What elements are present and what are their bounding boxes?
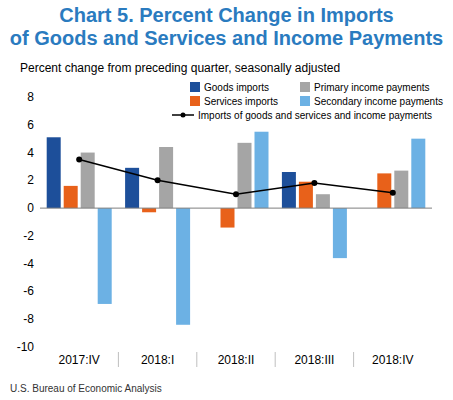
legend-label: Goods imports bbox=[204, 82, 269, 93]
category-separator bbox=[353, 352, 354, 367]
y-tick-label: 8 bbox=[27, 90, 34, 104]
line-marker bbox=[311, 180, 317, 186]
title: Chart 5. Percent Change in Importsof Goo… bbox=[10, 4, 443, 49]
y-tick bbox=[36, 347, 40, 348]
y-tick-label: -4 bbox=[23, 257, 34, 271]
line-marker bbox=[233, 191, 239, 197]
subtitle: Percent change from preceding quarter, s… bbox=[20, 61, 340, 75]
y-tick-label: -8 bbox=[23, 312, 34, 326]
line-marker bbox=[155, 177, 161, 183]
bar bbox=[411, 139, 425, 208]
legend: Goods imports Services imports Primary inc… bbox=[172, 82, 443, 121]
bar bbox=[221, 208, 235, 227]
legend-label: Primary income payments bbox=[314, 82, 430, 93]
y-tick-label: -10 bbox=[17, 340, 35, 354]
category-separator bbox=[196, 352, 197, 367]
y-tick bbox=[36, 291, 40, 292]
bar bbox=[98, 208, 112, 304]
title-line: of Goods and Services and Income Payment… bbox=[10, 27, 443, 49]
y-tick bbox=[36, 319, 40, 320]
bar bbox=[159, 147, 173, 208]
y-tick bbox=[36, 180, 40, 181]
bar bbox=[176, 208, 190, 325]
y-tick-label: 6 bbox=[27, 118, 34, 132]
bar bbox=[142, 208, 156, 212]
x-tick-label: 2018:IV bbox=[372, 353, 413, 367]
y-tick bbox=[36, 97, 40, 98]
line-marker bbox=[76, 157, 82, 163]
title-line: Chart 5. Percent Change in Imports bbox=[59, 4, 394, 26]
y-tick bbox=[36, 235, 40, 236]
category-separator bbox=[118, 352, 119, 367]
bar bbox=[64, 186, 78, 208]
y-tick-label: 0 bbox=[27, 201, 34, 215]
legend-marker bbox=[181, 113, 186, 118]
plot-area bbox=[40, 132, 432, 325]
y-tick-label: 2 bbox=[27, 173, 34, 187]
x-tick-label: 2018:I bbox=[141, 353, 174, 367]
category-separator bbox=[275, 352, 276, 367]
y-tick-label: -2 bbox=[23, 229, 34, 243]
y-tick bbox=[36, 124, 40, 125]
line-marker bbox=[390, 190, 396, 196]
bar bbox=[255, 132, 269, 208]
y-tick-label: -6 bbox=[23, 284, 34, 298]
source: U.S. Bureau of Economic Analysis bbox=[10, 383, 162, 394]
x-tick-label: 2018:III bbox=[294, 353, 334, 367]
bar bbox=[316, 194, 330, 208]
x-tick-label: 2017:IV bbox=[59, 353, 100, 367]
bar bbox=[394, 171, 408, 209]
legend-swatch bbox=[190, 82, 200, 92]
x-tick-label: 2018:II bbox=[218, 353, 255, 367]
legend-label: Imports of goods and services and income… bbox=[198, 110, 432, 121]
legend-label: Secondary income payments bbox=[314, 96, 443, 107]
zero-line bbox=[40, 208, 432, 209]
bar bbox=[238, 143, 252, 208]
y-tick-label: 4 bbox=[27, 146, 34, 160]
y-tick bbox=[36, 208, 40, 209]
legend-swatch bbox=[300, 82, 310, 92]
bar bbox=[282, 172, 296, 208]
bar bbox=[47, 137, 61, 208]
legend-swatch bbox=[190, 96, 200, 106]
y-tick bbox=[36, 152, 40, 153]
legend-label: Services imports bbox=[204, 96, 278, 107]
line bbox=[79, 160, 393, 195]
chart: Chart 5. Percent Change in Importsof Goo… bbox=[0, 0, 453, 400]
legend-swatch bbox=[300, 96, 310, 106]
bar bbox=[333, 208, 347, 258]
y-tick bbox=[36, 263, 40, 264]
